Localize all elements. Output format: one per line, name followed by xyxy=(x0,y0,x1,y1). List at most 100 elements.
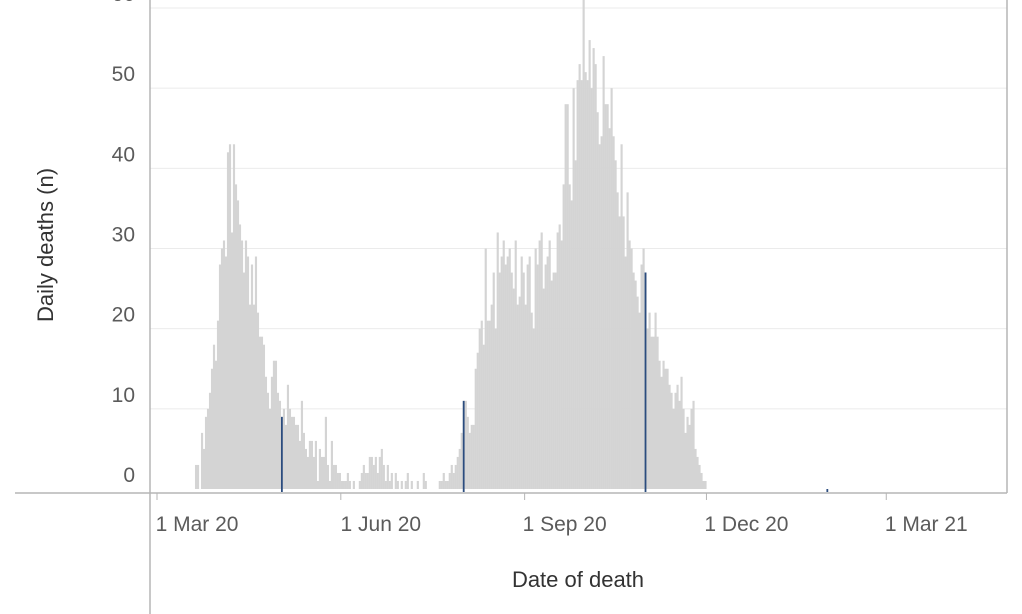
bar xyxy=(238,224,242,489)
bar xyxy=(226,152,230,490)
bar xyxy=(470,424,473,489)
bar xyxy=(342,480,345,489)
bar xyxy=(536,264,539,489)
bar xyxy=(230,232,234,489)
bar xyxy=(404,480,407,489)
bar xyxy=(700,472,703,489)
bar xyxy=(268,408,272,489)
x-tick-label: 1 Mar 20 xyxy=(156,513,239,536)
bar xyxy=(310,440,313,489)
bar xyxy=(300,400,304,489)
bar xyxy=(484,248,487,489)
bar xyxy=(212,344,216,489)
bar xyxy=(448,472,451,489)
bar xyxy=(454,464,457,489)
bar xyxy=(514,240,517,489)
bar xyxy=(580,80,583,490)
bar xyxy=(340,480,343,489)
bar xyxy=(506,256,509,489)
bar xyxy=(504,264,507,489)
bar xyxy=(698,464,701,489)
bar xyxy=(534,248,537,489)
bar xyxy=(564,104,567,489)
bar xyxy=(446,480,449,489)
bar xyxy=(274,360,278,489)
bar xyxy=(528,256,531,489)
bar xyxy=(458,448,461,489)
bar xyxy=(666,368,669,489)
bar xyxy=(326,464,329,489)
bar xyxy=(264,376,268,489)
bar xyxy=(284,424,288,489)
bar xyxy=(224,256,228,489)
bar xyxy=(316,480,319,489)
bar xyxy=(532,328,535,489)
bar xyxy=(332,464,335,489)
bar xyxy=(502,240,505,489)
bar xyxy=(348,480,351,489)
bar xyxy=(478,328,481,489)
bar xyxy=(512,288,515,489)
bar xyxy=(302,432,305,489)
bar xyxy=(210,368,214,489)
bar xyxy=(336,472,339,489)
bar xyxy=(220,248,224,489)
bar xyxy=(634,280,637,489)
bar xyxy=(248,304,252,489)
bar xyxy=(524,304,527,489)
bar xyxy=(384,480,387,489)
bar xyxy=(654,312,657,489)
bar xyxy=(546,256,549,489)
bar xyxy=(642,248,645,489)
bar xyxy=(208,392,212,489)
bar xyxy=(620,144,623,489)
bar xyxy=(668,384,671,489)
bar xyxy=(370,456,373,489)
bar xyxy=(202,448,206,489)
bar xyxy=(378,456,381,489)
bar xyxy=(626,192,629,489)
y-tick-label: 30 xyxy=(112,224,135,247)
bar xyxy=(516,304,519,489)
bar xyxy=(522,272,525,489)
bar xyxy=(496,232,499,489)
marker-lines xyxy=(280,272,829,492)
bar xyxy=(684,432,687,489)
bar xyxy=(352,480,355,489)
bar xyxy=(574,160,577,489)
bar xyxy=(600,136,603,489)
bar xyxy=(530,312,533,489)
bar xyxy=(410,480,413,489)
bar xyxy=(452,472,455,489)
bar xyxy=(474,368,477,489)
bar xyxy=(216,320,220,489)
bar xyxy=(488,320,491,489)
bar xyxy=(222,240,226,489)
bar xyxy=(456,456,459,489)
bar xyxy=(616,192,619,489)
bar xyxy=(704,480,707,489)
bar xyxy=(396,480,399,489)
bar xyxy=(206,408,210,489)
bar xyxy=(602,56,605,489)
bar xyxy=(628,240,631,489)
bar xyxy=(490,304,493,489)
y-tick-label: 60 xyxy=(112,0,135,6)
bar xyxy=(312,456,315,489)
bar xyxy=(256,312,260,489)
bar xyxy=(556,232,559,489)
bar xyxy=(638,312,641,489)
bar xyxy=(568,184,571,489)
bar xyxy=(292,416,296,489)
bar xyxy=(678,400,681,489)
bar xyxy=(388,480,391,489)
bar xyxy=(548,240,551,489)
bar xyxy=(380,448,383,489)
bar xyxy=(328,480,331,489)
bar xyxy=(318,448,321,489)
bar xyxy=(526,264,529,489)
axes xyxy=(15,0,1008,614)
bar xyxy=(674,392,677,489)
bar xyxy=(576,80,579,490)
bar xyxy=(262,344,266,489)
